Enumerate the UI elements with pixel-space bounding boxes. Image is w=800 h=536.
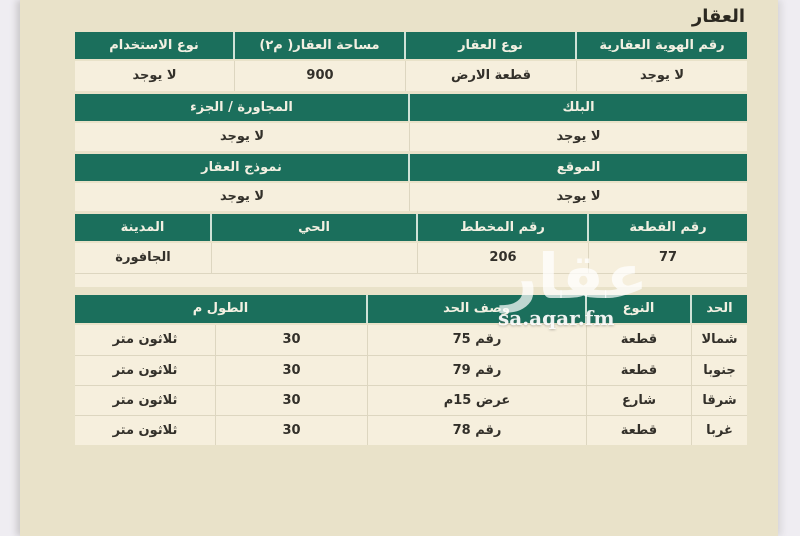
col-header-plot-number: رقم القطعة: [589, 214, 747, 241]
value-type-north: قطعة: [587, 325, 692, 355]
value-length-south: 30: [216, 355, 368, 385]
value-property-area: 900: [235, 61, 406, 91]
section2-value-row: لا يوجد لا يوجد: [75, 123, 747, 151]
col-header-neighborhood-part: المجاورة / الجزء: [75, 94, 410, 121]
value-description-west: رقم 78: [368, 415, 587, 445]
section3-value-row: لا يوجد لا يوجد: [75, 183, 747, 211]
col-header-usage-type: نوع الاستخدام: [75, 32, 235, 59]
value-description-east: عرض 15م: [368, 385, 587, 415]
boundary-row-north: شمالا قطعة رقم 75 30 ثلاثون متر: [75, 325, 747, 355]
section3-header-row: الموقع نموذج العقار: [75, 154, 747, 181]
col-header-type: النوع: [587, 295, 692, 323]
col-header-length-m: الطول م: [75, 295, 368, 323]
col-header-property-id-number: رقم الهوية العقارية: [577, 32, 747, 59]
col-header-location: الموقع: [410, 154, 747, 181]
value-property-model: لا يوجد: [75, 183, 410, 211]
value-length-north: 30: [216, 325, 368, 355]
col-header-property-type: نوع العقار: [406, 32, 577, 59]
section-plot-plan-city: رقم القطعة رقم المخطط الحي المدينة 77 20…: [75, 214, 747, 287]
col-header-property-model: نموذج العقار: [75, 154, 410, 181]
section1-value-row: لا يوجد قطعة الارض 900 لا يوجد: [75, 61, 747, 91]
col-header-plan-number: رقم المخطط: [418, 214, 589, 241]
value-type-east: شارع: [587, 385, 692, 415]
value-length-text-east: ثلاثون متر: [75, 385, 216, 415]
col-header-property-area: مساحة العقار( م٢): [235, 32, 406, 59]
col-header-city: المدينة: [75, 214, 212, 241]
value-boundary-north: شمالا: [692, 325, 747, 355]
section2-header-row: البلك المجاورة / الجزء: [75, 94, 747, 121]
value-plot-number: 77: [589, 243, 747, 273]
value-district: [212, 243, 418, 273]
value-boundary-east: شرقا: [692, 385, 747, 415]
value-type-west: قطعة: [587, 415, 692, 445]
col-header-district: الحي: [212, 214, 418, 241]
value-length-text-west: ثلاثون متر: [75, 415, 216, 445]
section4-value-row: 77 206 الجافورة: [75, 243, 747, 273]
boundary-row-east: شرقا شارع عرض 15م 30 ثلاثون متر: [75, 385, 747, 415]
boundaries-header-row: الحد النوع وصف الحد الطول م: [75, 295, 747, 323]
section4-empty-row: [75, 273, 747, 287]
value-plan-number: 206: [418, 243, 589, 273]
property-document-page: العقار رقم الهوية العقارية نوع العقار مس…: [20, 0, 778, 536]
value-property-id-number: لا يوجد: [577, 61, 747, 91]
value-location: لا يوجد: [410, 183, 747, 211]
value-property-type: قطعة الارض: [406, 61, 577, 91]
value-type-south: قطعة: [587, 355, 692, 385]
section4-header-row: رقم القطعة رقم المخطط الحي المدينة: [75, 214, 747, 241]
value-length-east: 30: [216, 385, 368, 415]
value-length-text-south: ثلاثون متر: [75, 355, 216, 385]
value-boundary-south: جنوبا: [692, 355, 747, 385]
value-block: لا يوجد: [410, 123, 747, 151]
value-city: الجافورة: [75, 243, 212, 273]
boundaries-table: الحد النوع وصف الحد الطول م شمالا قطعة ر…: [75, 295, 747, 445]
value-usage-type: لا يوجد: [75, 61, 235, 91]
value-length-text-north: ثلاثون متر: [75, 325, 216, 355]
boundary-row-west: غربا قطعة رقم 78 30 ثلاثون متر: [75, 415, 747, 445]
value-neighborhood-part: لا يوجد: [75, 123, 410, 151]
section1-header-row: رقم الهوية العقارية نوع العقار مساحة الع…: [75, 32, 747, 59]
page-title: العقار: [691, 6, 745, 27]
value-boundary-west: غربا: [692, 415, 747, 445]
col-header-boundary: الحد: [692, 295, 747, 323]
col-header-block: البلك: [410, 94, 747, 121]
boundary-row-south: جنوبا قطعة رقم 79 30 ثلاثون متر: [75, 355, 747, 385]
value-description-south: رقم 79: [368, 355, 587, 385]
section-property-identity: رقم الهوية العقارية نوع العقار مساحة الع…: [75, 32, 747, 91]
value-length-west: 30: [216, 415, 368, 445]
section-block: البلك المجاورة / الجزء لا يوجد لا يوجد: [75, 94, 747, 151]
property-info-table: رقم الهوية العقارية نوع العقار مساحة الع…: [75, 32, 747, 445]
col-header-boundary-description: وصف الحد: [368, 295, 587, 323]
value-description-north: رقم 75: [368, 325, 587, 355]
section-location: الموقع نموذج العقار لا يوجد لا يوجد: [75, 154, 747, 211]
